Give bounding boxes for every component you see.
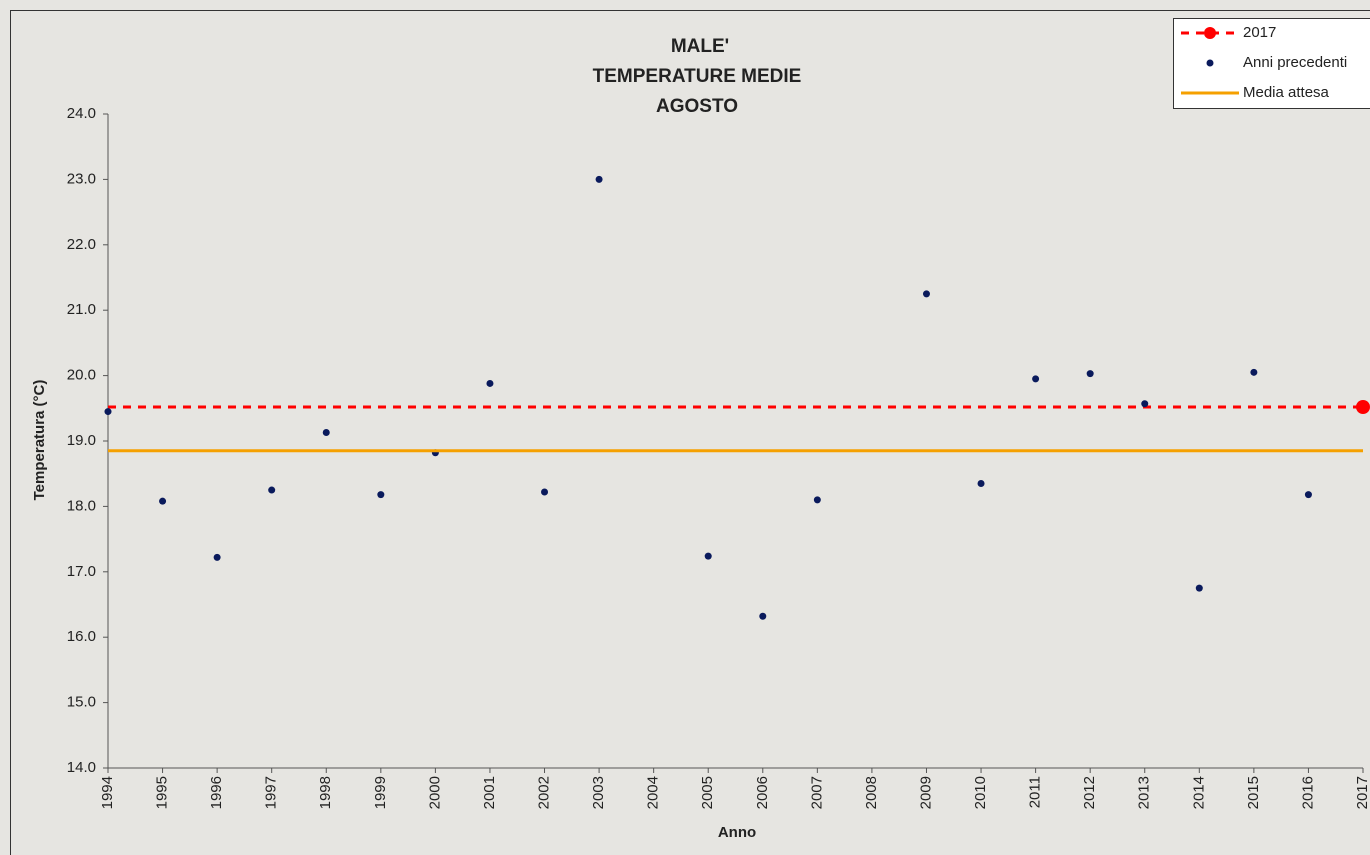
x-tick-label: 2004 xyxy=(645,776,662,809)
point xyxy=(159,497,167,505)
chart-title: AGOSTO xyxy=(656,96,738,117)
x-tick-label: 2016 xyxy=(1299,776,1316,809)
x-tick-label: 1998 xyxy=(317,776,334,809)
x-tick-label: 2007 xyxy=(808,776,825,809)
legend-label: Anni precedenti xyxy=(1243,54,1347,71)
y-tick-label: 21.0 xyxy=(67,301,96,318)
point xyxy=(377,491,385,499)
point xyxy=(813,496,821,504)
point xyxy=(1086,370,1094,378)
x-tick-label: 1996 xyxy=(208,776,225,809)
point xyxy=(322,428,330,436)
point xyxy=(977,480,985,488)
y-tick-label: 22.0 xyxy=(67,236,96,253)
point xyxy=(1250,368,1258,376)
x-axis-label: Anno xyxy=(718,824,756,841)
x-tick-label: 2001 xyxy=(481,776,498,809)
x-tick-label: 2011 xyxy=(1027,776,1044,808)
point xyxy=(759,612,767,620)
x-tick-label: 2010 xyxy=(972,776,989,809)
legend-label: Media attesa xyxy=(1243,84,1330,101)
x-tick-label: 2012 xyxy=(1081,776,1098,809)
x-tick-label: 2013 xyxy=(1136,776,1153,809)
x-tick-label: 2008 xyxy=(863,776,880,809)
y-tick-label: 16.0 xyxy=(67,628,96,645)
y-tick-label: 17.0 xyxy=(67,563,96,580)
x-tick-label: 2005 xyxy=(699,776,716,809)
chart-title: TEMPERATURE MEDIE xyxy=(593,66,802,87)
chart-title: MALE' xyxy=(671,36,729,57)
x-tick-label: 2014 xyxy=(1190,776,1207,809)
x-tick-label: 1994 xyxy=(99,776,116,809)
point xyxy=(104,408,112,416)
x-tick-label: 2002 xyxy=(535,776,552,809)
x-tick-label: 2017 xyxy=(1354,776,1370,809)
legend-symbol xyxy=(1206,59,1214,67)
y-tick-label: 18.0 xyxy=(67,497,96,514)
y-axis-label: Temperatura (°C) xyxy=(31,380,48,501)
point xyxy=(1356,399,1370,414)
x-tick-label: 2003 xyxy=(590,776,607,809)
point xyxy=(1195,584,1203,592)
point xyxy=(268,486,276,494)
point xyxy=(704,552,712,560)
point xyxy=(1032,375,1040,383)
point xyxy=(213,553,221,561)
y-tick-label: 20.0 xyxy=(67,367,96,384)
legend-label: 2017 xyxy=(1243,24,1276,41)
y-tick-label: 15.0 xyxy=(67,694,96,711)
point xyxy=(922,290,930,298)
x-tick-label: 2006 xyxy=(754,776,771,809)
y-tick-label: 23.0 xyxy=(67,170,96,187)
x-tick-label: 1997 xyxy=(263,776,280,809)
x-tick-label: 1999 xyxy=(372,776,389,809)
point xyxy=(541,488,549,496)
point xyxy=(486,379,494,387)
legend-symbol xyxy=(1204,27,1216,39)
x-tick-label: 1995 xyxy=(154,776,171,809)
x-tick-label: 2009 xyxy=(917,776,934,809)
point xyxy=(595,175,603,183)
y-tick-label: 14.0 xyxy=(67,759,96,776)
chart-border xyxy=(10,10,1370,855)
x-tick-label: 2015 xyxy=(1245,776,1262,809)
point xyxy=(1304,491,1312,499)
point xyxy=(1141,400,1149,408)
y-tick-label: 24.0 xyxy=(67,105,96,122)
x-tick-label: 2000 xyxy=(426,776,443,809)
y-tick-label: 19.0 xyxy=(67,432,96,449)
